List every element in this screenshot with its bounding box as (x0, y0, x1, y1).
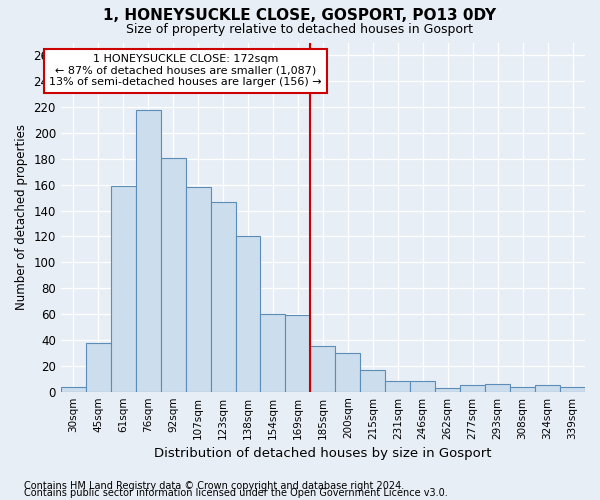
Bar (361, 370, 385, 392)
Bar (136, 110, 161, 392)
Bar (510, 386, 535, 392)
Text: Contains HM Land Registry data © Crown copyright and database right 2024.: Contains HM Land Registry data © Crown c… (24, 481, 404, 491)
Bar (61, 386, 86, 392)
Bar (560, 386, 585, 392)
Bar (185, 188, 211, 392)
Bar (535, 385, 560, 392)
Bar (385, 382, 410, 392)
Bar (410, 382, 435, 392)
Bar (211, 202, 236, 392)
Bar (260, 314, 286, 392)
X-axis label: Distribution of detached houses by size in Gosport: Distribution of detached houses by size … (154, 447, 491, 460)
Y-axis label: Number of detached properties: Number of detached properties (15, 124, 28, 310)
Bar (460, 385, 485, 392)
Bar (161, 158, 185, 392)
Text: 1, HONEYSUCKLE CLOSE, GOSPORT, PO13 0DY: 1, HONEYSUCKLE CLOSE, GOSPORT, PO13 0DY (103, 8, 497, 22)
Bar (111, 186, 136, 392)
Bar (310, 346, 335, 392)
Bar (485, 384, 510, 392)
Text: 1 HONEYSUCKLE CLOSE: 172sqm
← 87% of detached houses are smaller (1,087)
13% of : 1 HONEYSUCKLE CLOSE: 172sqm ← 87% of det… (49, 54, 322, 88)
Bar (335, 353, 361, 392)
Bar (286, 316, 310, 392)
Bar (236, 236, 260, 392)
Text: Size of property relative to detached houses in Gosport: Size of property relative to detached ho… (127, 22, 473, 36)
Text: Contains public sector information licensed under the Open Government Licence v3: Contains public sector information licen… (24, 488, 448, 498)
Bar (86, 342, 111, 392)
Bar (435, 388, 460, 392)
